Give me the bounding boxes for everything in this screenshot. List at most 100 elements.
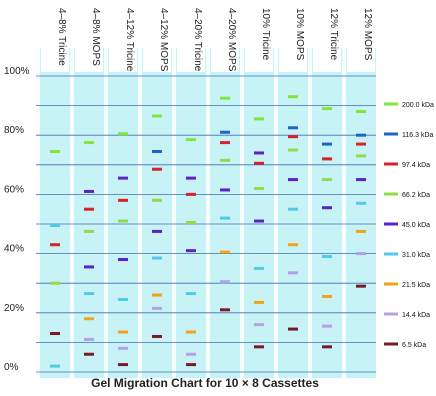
gel-band: [220, 141, 230, 145]
legend-label: 200.0 kDa: [402, 102, 434, 109]
gel-band: [50, 281, 60, 285]
gel-band: [356, 284, 366, 288]
gel-band: [288, 126, 298, 130]
gel-band: [356, 252, 366, 256]
gel-band: [84, 265, 94, 269]
legend-label: 66.2 kDa: [402, 192, 430, 199]
gel-band: [288, 271, 298, 275]
legend-swatch: [384, 192, 398, 196]
gel-band: [356, 201, 366, 205]
gel-band: [118, 132, 128, 136]
gel-band: [118, 346, 128, 350]
gel-band: [220, 280, 230, 284]
gel-band: [118, 363, 128, 367]
gridlines: [36, 75, 376, 373]
gel-band: [288, 135, 298, 139]
gel-band: [152, 334, 162, 338]
gel-band: [152, 229, 162, 233]
gel-band: [84, 207, 94, 211]
gel-band: [152, 114, 162, 118]
y-tick-label: 0%: [4, 362, 19, 373]
lane-label: 4–8% MOPS: [90, 8, 101, 66]
lane-label: 4–20% MOPS: [226, 8, 237, 72]
gel-band: [186, 292, 196, 296]
gel-band: [152, 149, 162, 153]
legend-swatch: [384, 282, 398, 286]
lane-divider: [274, 48, 278, 378]
legend-swatch: [384, 342, 398, 346]
gel-band: [356, 110, 366, 114]
gel-band: [288, 178, 298, 182]
gel-band: [118, 297, 128, 301]
legend-label: 31.0 kDa: [402, 252, 430, 259]
gel-band: [118, 176, 128, 180]
gel-band: [220, 216, 230, 220]
gel-band: [254, 219, 264, 223]
gel-band: [288, 95, 298, 99]
legend-swatch: [384, 162, 398, 166]
gel-band: [186, 176, 196, 180]
gel-band: [186, 363, 196, 367]
gel-band: [322, 107, 332, 111]
lane-header-box: [41, 2, 69, 72]
gel-band: [84, 352, 94, 356]
gel-band: [118, 330, 128, 334]
y-tick-label: 100%: [4, 66, 30, 77]
legend-label: 21.5 kDa: [402, 282, 430, 289]
gel-band: [152, 306, 162, 310]
gel-band: [356, 133, 366, 137]
lane-divider: [308, 48, 312, 378]
chart-title: Gel Migration Chart for 10 × 8 Cassettes: [91, 376, 319, 390]
gel-band: [50, 243, 60, 247]
y-tick-label: 60%: [4, 184, 24, 195]
lane-divider: [172, 48, 176, 378]
gel-band: [322, 157, 332, 161]
gel-band: [152, 198, 162, 202]
lane-header-box: [245, 2, 273, 72]
gel-band: [254, 186, 264, 190]
gel-band: [50, 332, 60, 336]
gel-band: [220, 250, 230, 254]
gel-band: [220, 188, 230, 192]
gel-band: [254, 300, 264, 304]
legend-swatch: [384, 222, 398, 226]
gel-band: [84, 337, 94, 341]
gel-band: [322, 206, 332, 210]
lane-divider: [70, 48, 74, 378]
gel-band: [220, 96, 230, 100]
legend-label: 97.4 kDa: [402, 162, 430, 169]
gel-band: [322, 324, 332, 328]
gel-band: [254, 117, 264, 121]
gel-band: [186, 330, 196, 334]
gel-bands: [50, 95, 366, 368]
lane-header-box: [313, 2, 341, 72]
lane-label: 4–12% Tricine: [124, 8, 135, 72]
legend-swatch: [384, 102, 398, 106]
lane-divider: [240, 48, 244, 378]
lane-header-box: [109, 2, 137, 72]
gel-band: [118, 258, 128, 262]
gel-band: [356, 154, 366, 158]
y-tick-label: 80%: [4, 125, 24, 136]
legend: 200.0 kDa 116.3 kDa 97.4 kDa 66.2 kDa 45.0 k…: [384, 102, 434, 349]
legend-swatch: [384, 312, 398, 316]
gel-band: [288, 207, 298, 211]
gel-band: [186, 352, 196, 356]
y-axis: 0% 20% 40% 60% 80% 100%: [4, 66, 30, 373]
lane-label: 12% MOPS: [362, 8, 373, 61]
gel-band: [254, 151, 264, 155]
lane-divider: [104, 48, 108, 378]
gel-band: [50, 364, 60, 368]
lane-header-box: [279, 2, 307, 72]
lane-header-box: [211, 2, 239, 72]
legend-label: 116.3 kDa: [402, 132, 433, 139]
gel-band: [288, 148, 298, 152]
lane-label: 4–8% Tricine: [56, 8, 67, 66]
gel-band: [152, 256, 162, 260]
y-tick-label: 40%: [4, 244, 24, 255]
gel-band: [356, 178, 366, 182]
lane-header-box: [143, 2, 171, 72]
lane-divider: [36, 48, 40, 378]
gel-band: [220, 130, 230, 134]
